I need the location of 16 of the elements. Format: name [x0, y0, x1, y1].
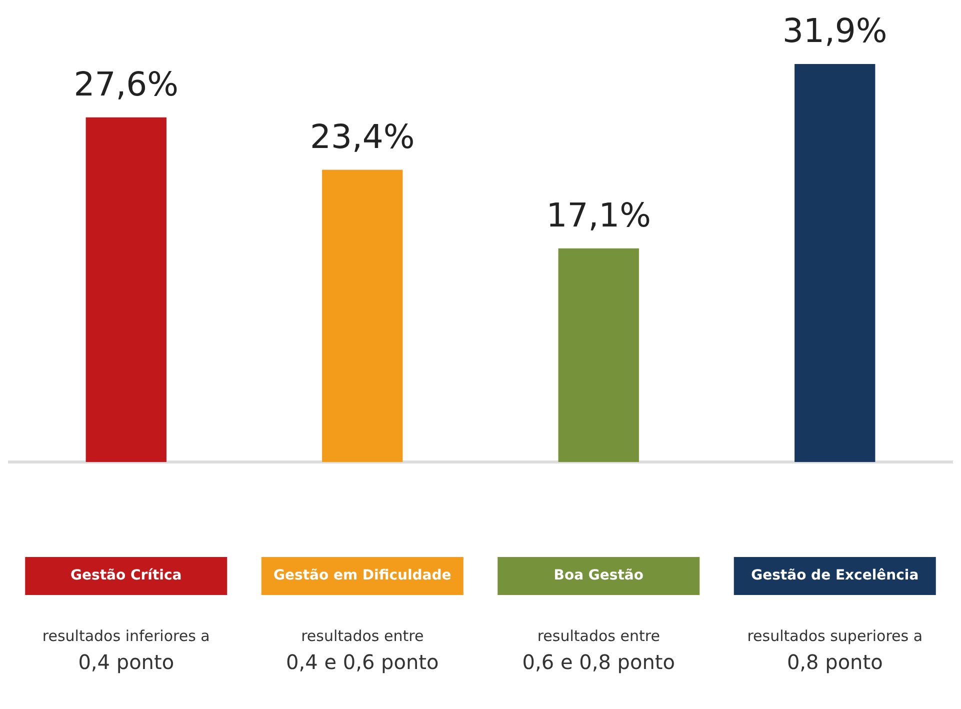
text: resultados entre 0,6 e 0,8 ponto: [522, 626, 675, 674]
bar: [86, 117, 166, 462]
bar: [794, 64, 876, 462]
data-label: 23,4%: [310, 117, 415, 156]
x-tick-label: Gestão em Dificuldade: [273, 568, 452, 584]
data-label: 17,1%: [546, 196, 652, 235]
x-tick-label: Boa Gestão: [554, 568, 644, 584]
x-tick-label: Gestão de Excelência: [751, 568, 919, 584]
data-label: 27,6%: [74, 64, 179, 104]
text: resultados superiores a 0,8 ponto: [747, 626, 923, 674]
data-label: 31,9%: [782, 11, 888, 50]
bar: [322, 170, 403, 462]
x-tick-label: Gestão Crítica: [70, 568, 182, 584]
text: resultados entre 0,4 e 0,6 ponto: [286, 626, 439, 674]
bar: [558, 248, 639, 462]
text: resultados inferiores a 0,4 ponto: [42, 626, 210, 674]
